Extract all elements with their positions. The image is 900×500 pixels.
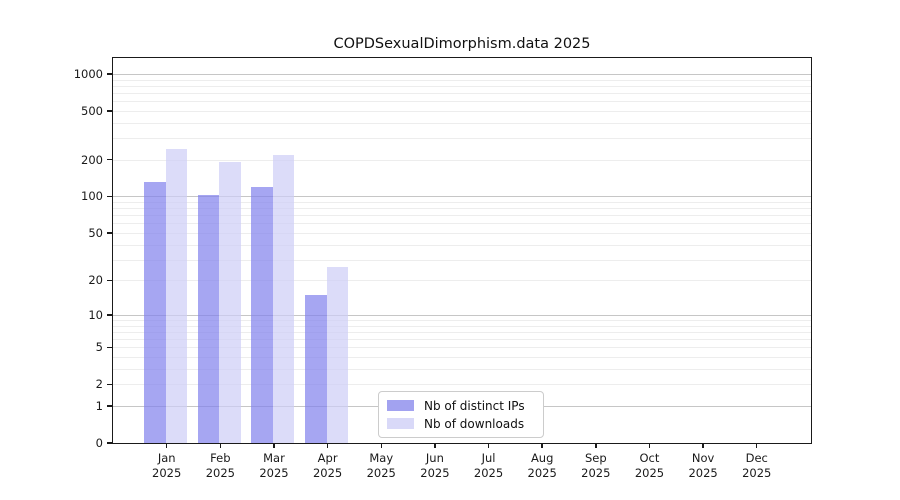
- gridline-major-1000: [113, 73, 811, 75]
- gridline-minor-700: [113, 92, 811, 94]
- x-tick-label-apr: Apr 2025: [312, 451, 343, 480]
- gridline-minor-60: [113, 223, 811, 225]
- gridline-minor-5: [113, 347, 811, 349]
- y-tick-label-50: 50: [88, 225, 103, 240]
- x-tick-label-jan: Jan 2025: [152, 451, 182, 480]
- gridline-minor-20: [113, 280, 811, 282]
- x-tick-dec: [755, 443, 758, 448]
- y-tick-1000: [107, 73, 112, 75]
- gridline-minor-7: [113, 331, 811, 333]
- y-tick-label-20: 20: [88, 273, 103, 288]
- bar-downloads-feb: [219, 161, 241, 443]
- legend-label-distinct-ips: Nb of distinct IPs: [424, 398, 525, 413]
- x-tick-nov: [702, 443, 704, 448]
- y-tick-label-1000: 1000: [73, 66, 103, 81]
- x-tick-jan: [165, 443, 168, 448]
- gridline-minor-800: [113, 85, 811, 87]
- gridline-minor-4: [113, 357, 811, 359]
- x-tick-jun: [434, 443, 436, 448]
- gridline-minor-8: [113, 325, 811, 327]
- x-tick-label-nov: Nov 2025: [688, 451, 718, 480]
- x-tick-label-dec: Dec 2025: [742, 451, 772, 480]
- y-tick-200: [107, 158, 112, 161]
- y-tick-label-1: 1: [95, 398, 103, 413]
- gridline-minor-500: [113, 110, 811, 112]
- gridline-minor-400: [113, 122, 811, 124]
- bar-downloads-mar: [272, 155, 295, 443]
- gridline-minor-30: [113, 259, 811, 261]
- gridline-minor-300: [113, 138, 811, 140]
- y-tick-20: [107, 279, 112, 282]
- gridline-minor-80: [113, 208, 811, 210]
- x-tick-may: [380, 443, 382, 448]
- x-tick-feb: [219, 443, 222, 448]
- gridline-minor-9: [113, 320, 811, 321]
- legend-label-downloads: Nb of downloads: [424, 416, 525, 431]
- x-tick-label-jun: Jun 2025: [420, 451, 450, 480]
- legend: Nb of distinct IPs Nb of downloads: [378, 391, 544, 438]
- gridline-minor-6: [113, 339, 811, 341]
- legend-swatch-distinct-ips-icon: [387, 400, 414, 411]
- gridline-minor-900: [113, 79, 811, 81]
- y-tick-500: [107, 110, 112, 112]
- x-tick-label-jul: Jul 2025: [473, 451, 504, 480]
- y-tick-0: [107, 442, 112, 444]
- gridline-minor-50: [113, 232, 811, 234]
- bar-distinct-ips-mar: [251, 187, 273, 443]
- y-tick-label-100: 100: [81, 189, 103, 204]
- gridline-minor-70: [113, 215, 811, 217]
- y-tick-label-10: 10: [88, 307, 103, 322]
- gridline-minor-3: [113, 368, 811, 370]
- x-tick-aug: [541, 443, 543, 448]
- x-tick-label-feb: Feb 2025: [205, 451, 235, 480]
- y-tick-5: [107, 346, 112, 349]
- x-tick-label-aug: Aug 2025: [527, 451, 557, 480]
- bar-downloads-jan: [165, 149, 188, 443]
- bar-downloads-apr: [326, 266, 349, 443]
- y-tick-100: [107, 195, 112, 198]
- bar-distinct-ips-apr: [305, 294, 327, 443]
- legend-swatch-downloads-icon: [387, 418, 414, 429]
- gridline-minor-2: [113, 384, 811, 386]
- y-tick-label-2: 2: [95, 377, 103, 392]
- x-tick-label-mar: Mar 2025: [259, 451, 289, 480]
- gridline-major-10: [113, 314, 811, 316]
- y-tick-label-200: 200: [81, 152, 103, 167]
- gridline-minor-200: [113, 159, 811, 161]
- gridline-minor-600: [113, 101, 811, 103]
- y-tick-1: [107, 405, 112, 407]
- x-tick-label-oct: Oct 2025: [634, 451, 665, 480]
- y-tick-2: [107, 383, 112, 386]
- chart-title: COPDSexualDimorphism.data 2025: [333, 36, 591, 52]
- x-tick-apr: [326, 443, 329, 448]
- y-tick-10: [107, 314, 112, 316]
- legend-row-distinct-ips: Nb of distinct IPs: [387, 399, 535, 413]
- y-tick-label-0: 0: [95, 436, 103, 450]
- plot-area: [112, 57, 812, 444]
- y-tick-label-5: 5: [95, 340, 103, 355]
- bar-distinct-ips-feb: [197, 194, 220, 443]
- x-tick-label-may: May 2025: [366, 451, 396, 480]
- x-tick-jul: [487, 443, 490, 448]
- legend-row-downloads: Nb of downloads: [387, 417, 535, 431]
- x-tick-label-sep: Sep 2025: [581, 451, 611, 480]
- x-tick-mar: [273, 443, 275, 448]
- y-tick-label-500: 500: [81, 103, 103, 118]
- gridline-minor-90: [113, 202, 811, 204]
- x-tick-sep: [595, 443, 597, 448]
- bar-distinct-ips-jan: [144, 181, 166, 443]
- y-tick-50: [107, 232, 112, 234]
- gridline-minor-40: [113, 244, 811, 246]
- gridline-major-100: [113, 196, 811, 198]
- x-tick-oct: [648, 443, 651, 448]
